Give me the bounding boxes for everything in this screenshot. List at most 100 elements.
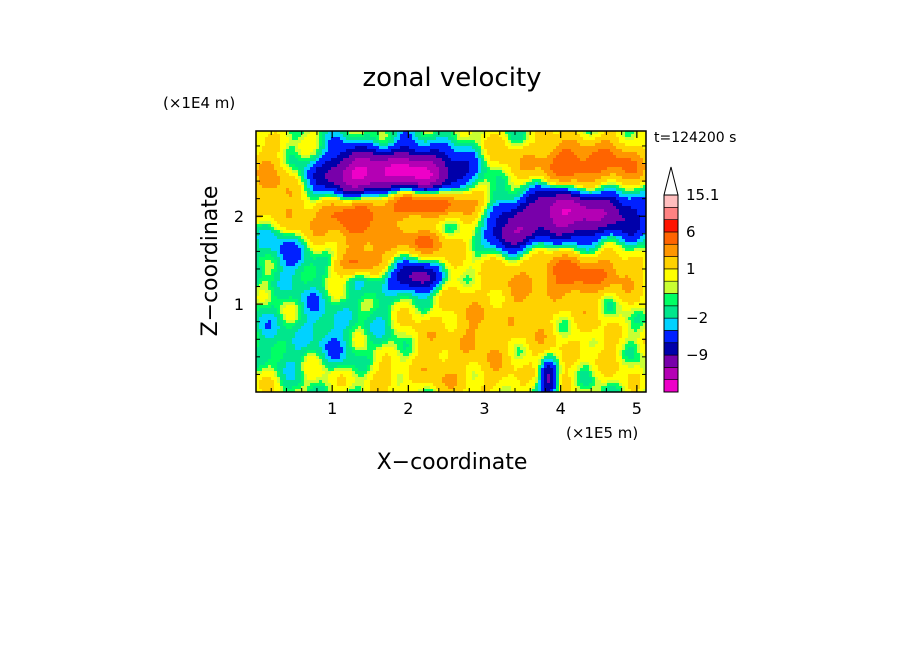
heatmap-cell — [487, 146, 491, 150]
heatmap-cell — [388, 164, 392, 168]
heatmap-cell — [448, 134, 452, 138]
heatmap-cell — [625, 167, 629, 171]
heatmap-cell — [415, 179, 419, 183]
heatmap-cell — [547, 185, 551, 189]
heatmap-cell — [601, 143, 605, 147]
heatmap-cell — [331, 185, 335, 189]
heatmap-cell — [340, 143, 344, 147]
heatmap-cell — [286, 224, 290, 228]
heatmap-cell — [484, 131, 488, 135]
heatmap-cell — [364, 227, 368, 231]
heatmap-cell — [415, 227, 419, 231]
heatmap-cell — [565, 200, 569, 204]
heatmap-cell — [370, 194, 374, 198]
heatmap-cell — [604, 230, 608, 234]
heatmap-cell — [295, 137, 299, 141]
heatmap-cell — [355, 134, 359, 138]
heatmap-cell — [376, 236, 380, 240]
heatmap-cell — [613, 152, 617, 156]
heatmap-cell — [454, 224, 458, 228]
heatmap-cell — [370, 191, 374, 195]
heatmap-cell — [289, 140, 293, 144]
heatmap-cell — [265, 206, 269, 210]
heatmap-cell — [316, 134, 320, 138]
heatmap-cell — [274, 140, 278, 144]
heatmap-cell — [283, 203, 287, 207]
heatmap-cell — [274, 230, 278, 234]
heatmap-cell — [427, 194, 431, 198]
heatmap-cell — [547, 233, 551, 237]
heatmap-cell — [397, 137, 401, 141]
heatmap-cell — [316, 170, 320, 174]
heatmap-cell — [349, 209, 353, 213]
heatmap-cell — [511, 164, 515, 168]
heatmap-cell — [601, 236, 605, 240]
heatmap-cell — [421, 161, 425, 165]
heatmap-cell — [622, 185, 626, 189]
heatmap-cell — [277, 158, 281, 162]
heatmap-cell — [541, 170, 545, 174]
heatmap-cell — [466, 200, 470, 204]
heatmap-cell — [550, 182, 554, 186]
heatmap-cell — [358, 170, 362, 174]
heatmap-cell — [418, 143, 422, 147]
heatmap-cell — [466, 236, 470, 240]
heatmap-cell — [583, 206, 587, 210]
heatmap-cell — [409, 203, 413, 207]
heatmap-cell — [469, 209, 473, 213]
heatmap-cell — [334, 242, 338, 246]
heatmap-cell — [508, 170, 512, 174]
heatmap-cell — [406, 161, 410, 165]
heatmap-cell — [505, 164, 509, 168]
heatmap-cell — [556, 161, 560, 165]
heatmap-cell — [316, 188, 320, 192]
heatmap-cell — [637, 233, 641, 237]
heatmap-cell — [523, 146, 527, 150]
heatmap-cell — [349, 224, 353, 228]
heatmap-cell — [505, 188, 509, 192]
heatmap-cell — [295, 209, 299, 213]
heatmap-cell — [514, 143, 518, 147]
heatmap-cell — [556, 209, 560, 213]
heatmap-cell — [424, 239, 428, 243]
heatmap-cell — [514, 182, 518, 186]
heatmap-cell — [259, 209, 263, 213]
heatmap-cell — [463, 137, 467, 141]
heatmap-cell — [643, 146, 646, 150]
heatmap-cell — [292, 224, 296, 228]
heatmap-cell — [271, 215, 275, 219]
heatmap-cell — [631, 143, 635, 147]
heatmap-cell — [460, 194, 464, 198]
heatmap-cell — [307, 152, 311, 156]
heatmap-cell — [619, 194, 623, 198]
heatmap-cell — [355, 173, 359, 177]
heatmap-cell — [580, 230, 584, 234]
heatmap-cell — [397, 215, 401, 219]
heatmap-cell — [580, 200, 584, 204]
heatmap-cell — [403, 137, 407, 141]
heatmap-cell — [340, 176, 344, 180]
heatmap-cell — [472, 203, 476, 207]
heatmap-cell — [331, 236, 335, 240]
heatmap-cell — [589, 137, 593, 141]
heatmap-cell — [427, 134, 431, 138]
heatmap-cell — [346, 191, 350, 195]
heatmap-cell — [427, 233, 431, 237]
heatmap-cell — [481, 185, 485, 189]
heatmap-cell — [340, 185, 344, 189]
heatmap-cell — [352, 227, 356, 231]
heatmap-cell — [532, 224, 536, 228]
heatmap-cell — [535, 161, 539, 165]
heatmap-cell — [481, 242, 485, 246]
heatmap-cell — [256, 245, 260, 249]
heatmap-cell — [298, 161, 302, 165]
heatmap-cell — [613, 188, 617, 192]
heatmap-cell — [448, 152, 452, 156]
heatmap-cell — [403, 236, 407, 240]
heatmap-cell — [295, 215, 299, 219]
heatmap-cell — [601, 188, 605, 192]
heatmap-cell — [583, 164, 587, 168]
heatmap-cell — [613, 200, 617, 204]
heatmap-cell — [520, 221, 524, 225]
heatmap-cell — [523, 188, 527, 192]
